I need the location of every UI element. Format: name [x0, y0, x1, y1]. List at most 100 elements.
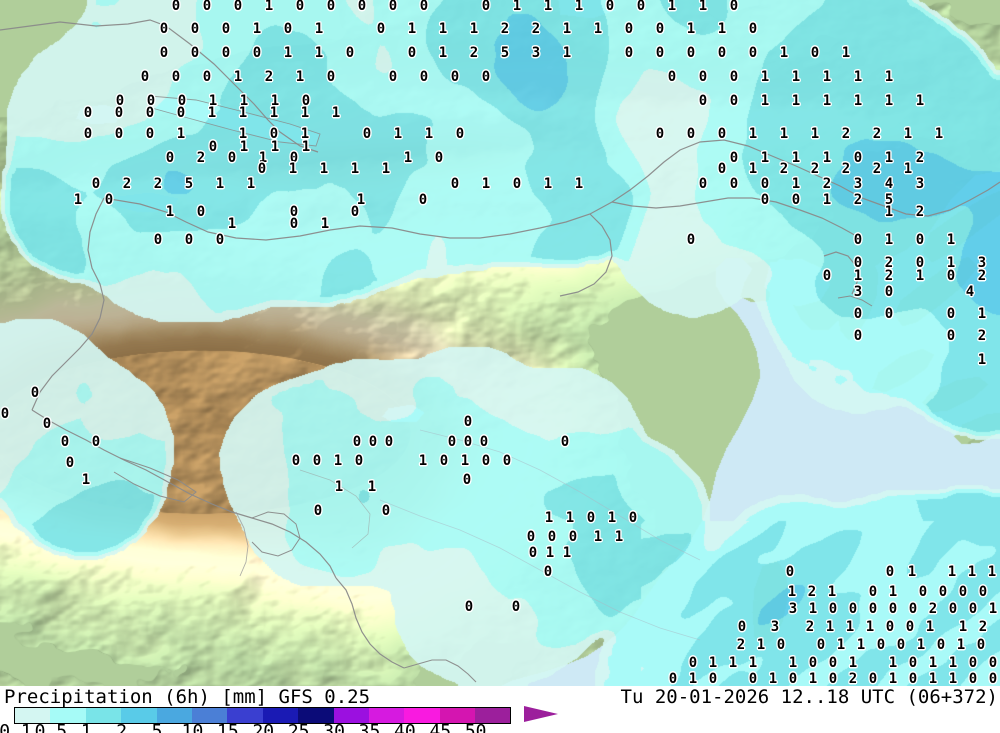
precip-value-label: 0: [312, 453, 322, 469]
precip-value-label: 0: [628, 510, 638, 526]
precip-value-label: 0: [822, 268, 832, 284]
precip-value-label: 1: [593, 21, 603, 37]
precip-value-label: 1: [233, 69, 243, 85]
precip-value-label: 1: [916, 637, 926, 653]
precip-value-label: 0: [289, 216, 299, 232]
precip-value-label: 2: [500, 21, 510, 37]
color-scale-overflow-arrow: [524, 706, 558, 722]
precip-value-label: 3: [853, 284, 863, 300]
precip-value-label: 1: [314, 21, 324, 37]
color-tick-10: 10: [181, 721, 204, 733]
precip-value-label: 1: [853, 69, 863, 85]
precip-value-label: 0: [876, 637, 886, 653]
precip-value-label: 0: [915, 255, 925, 271]
precip-value-label: 0: [717, 161, 727, 177]
color-swatch-20: [262, 708, 299, 723]
precip-value-label: 0: [434, 150, 444, 166]
precip-value-label: 0: [655, 45, 665, 61]
precip-value-label: 0: [419, 69, 429, 85]
precip-value-label: 1: [238, 105, 248, 121]
precip-value-label: 1: [270, 93, 280, 109]
precip-value-label: 0: [407, 45, 417, 61]
precip-value-label: 2: [841, 126, 851, 142]
precip-value-label: 1: [728, 655, 738, 671]
precip-value-label: 1: [469, 21, 479, 37]
precip-value-label: 0: [190, 45, 200, 61]
precip-value-label: 0: [354, 453, 364, 469]
precip-value-label: 1: [948, 655, 958, 671]
precip-value-label: 0: [464, 599, 474, 615]
precip-value-label: 1: [460, 453, 470, 469]
precip-value-label: 0: [918, 584, 928, 600]
precip-value-label: 0: [357, 0, 367, 14]
border-line: [559, 213, 613, 297]
precip-value-label: 0: [936, 637, 946, 653]
precip-value-label: 1: [884, 232, 894, 248]
precip-value-label: 1: [334, 479, 344, 495]
precip-value-label: 0: [481, 0, 491, 14]
color-swatch-2: [121, 708, 157, 723]
precip-value-label: 0: [502, 453, 512, 469]
precip-value-label: 0: [688, 655, 698, 671]
precip-value-label: 0: [60, 434, 70, 450]
precip-value-label: 1: [884, 69, 894, 85]
precip-value-label: 4: [884, 176, 894, 192]
precip-value-label: 0: [667, 69, 677, 85]
precip-value-label: 1: [791, 69, 801, 85]
precip-value-label: 0: [159, 21, 169, 37]
precip-value-label: 1: [393, 126, 403, 142]
precip-value-label: 1: [288, 161, 298, 177]
precip-value-label: 0: [686, 45, 696, 61]
precipitation-overlay-canvas: [0, 0, 1000, 686]
precip-value-label: 1: [367, 479, 377, 495]
precip-value-label: 0: [463, 434, 473, 450]
precip-value-label: 1: [73, 192, 83, 208]
precip-value-label: 0: [624, 21, 634, 37]
precip-value-label: 1: [301, 139, 311, 155]
precip-value-label: 0: [159, 45, 169, 61]
precip-value-label: 0: [145, 105, 155, 121]
precip-value-label: 0: [289, 204, 299, 220]
precip-value-label: 1: [333, 453, 343, 469]
precip-value-label: 0: [816, 637, 826, 653]
border-line: [31, 197, 105, 411]
precip-value-label: 1: [320, 216, 330, 232]
precip-value-label: 1: [853, 268, 863, 284]
precip-value-label: 2: [196, 150, 206, 166]
precip-value-label: 0: [146, 93, 156, 109]
precip-value-label: 0: [908, 655, 918, 671]
precip-value-label: 0: [165, 150, 175, 166]
precip-value-label: 0: [91, 434, 101, 450]
border-line: [299, 469, 371, 549]
border-line: [823, 251, 859, 295]
precip-value-label: 0: [184, 232, 194, 248]
precip-value-label: 1: [948, 671, 958, 686]
precip-value-label: 1: [928, 671, 938, 686]
precip-value-label: 0: [729, 176, 739, 192]
precip-value-label: 0: [978, 584, 988, 600]
color-scale-bar[interactable]: [14, 707, 512, 724]
precip-value-label: 0: [884, 284, 894, 300]
precip-value-label: 0: [915, 232, 925, 248]
precip-value-label: 0: [345, 45, 355, 61]
precip-value-label: 0: [808, 655, 818, 671]
precip-value-label: 2: [153, 176, 163, 192]
precip-value-label: 0: [946, 306, 956, 322]
precip-value-label: 1: [381, 161, 391, 177]
precip-value-label: 1: [543, 0, 553, 14]
precip-value-label: 1: [607, 510, 617, 526]
precip-value-label: 1: [988, 601, 998, 617]
precip-value-label: 0: [853, 150, 863, 166]
precip-value-label: 0: [352, 434, 362, 450]
color-tick-0.1: 0.1: [0, 721, 32, 733]
precip-value-label: 0: [788, 671, 798, 686]
precip-value-label: 1: [319, 161, 329, 177]
precip-value-label: 3: [977, 255, 987, 271]
precip-value-label: 3: [531, 45, 541, 61]
precip-value-label: 0: [388, 69, 398, 85]
precip-value-label: 1: [888, 584, 898, 600]
precip-value-label: 0: [868, 584, 878, 600]
precip-value-label: 3: [770, 619, 780, 635]
precip-value-label: 0: [624, 45, 634, 61]
